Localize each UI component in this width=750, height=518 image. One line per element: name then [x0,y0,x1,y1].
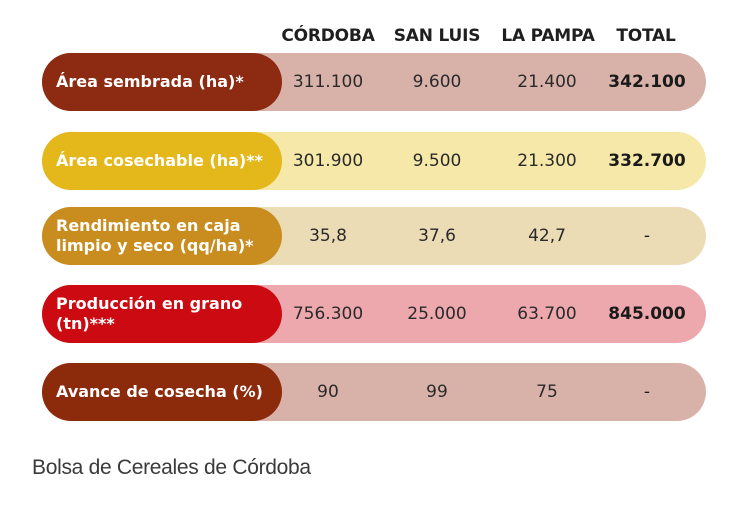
cell-total: 342.100 [608,72,686,92]
cell-la-pampa: 21.300 [517,151,577,171]
cell-cordoba: 301.900 [292,151,364,171]
cell-san-luis: 9.500 [412,151,462,171]
cell-san-luis: 37,6 [418,226,456,246]
row-produccion: Producción en grano (tn)*** 756.300 25.0… [42,285,706,343]
cell-san-luis: 99 [426,382,448,402]
row-label: Área sembrada (ha)* [42,53,282,111]
cell-san-luis: 9.600 [412,72,462,92]
cell-cordoba: 311.100 [292,72,364,92]
cell-san-luis: 25.000 [407,304,467,324]
row-area-sembrada: Área sembrada (ha)* 311.100 9.600 21.400… [42,53,706,111]
header-cordoba: CÓRDOBA [281,26,375,46]
cell-total: 332.700 [608,151,686,171]
row-rendimiento: Rendimiento en caja limpio y seco (qq/ha… [42,207,706,265]
row-label: Avance de cosecha (%) [42,363,282,421]
cell-total: - [643,226,651,246]
cell-total: 845.000 [608,304,686,324]
row-area-cosechable: Área cosechable (ha)** 301.900 9.500 21.… [42,132,706,190]
row-label: Área cosechable (ha)** [42,132,282,190]
cell-total: - [643,382,651,402]
cell-la-pampa: 75 [536,382,558,402]
cell-la-pampa: 42,7 [528,226,566,246]
header-total: TOTAL [616,26,676,46]
header-san-luis: SAN LUIS [393,26,481,46]
column-headers: CÓRDOBA SAN LUIS LA PAMPA TOTAL [0,26,750,52]
source-caption: Bolsa de Cereales de Córdoba [32,456,311,479]
cell-la-pampa: 63.700 [517,304,577,324]
row-label: Rendimiento en caja limpio y seco (qq/ha… [42,207,282,265]
row-avance-cosecha: Avance de cosecha (%) 90 99 75 - [42,363,706,421]
cell-la-pampa: 21.400 [517,72,577,92]
cell-cordoba: 756.300 [292,304,364,324]
header-la-pampa: LA PAMPA [501,26,595,46]
cell-cordoba: 90 [317,382,339,402]
cell-cordoba: 35,8 [309,226,347,246]
row-label: Producción en grano (tn)*** [42,285,282,343]
